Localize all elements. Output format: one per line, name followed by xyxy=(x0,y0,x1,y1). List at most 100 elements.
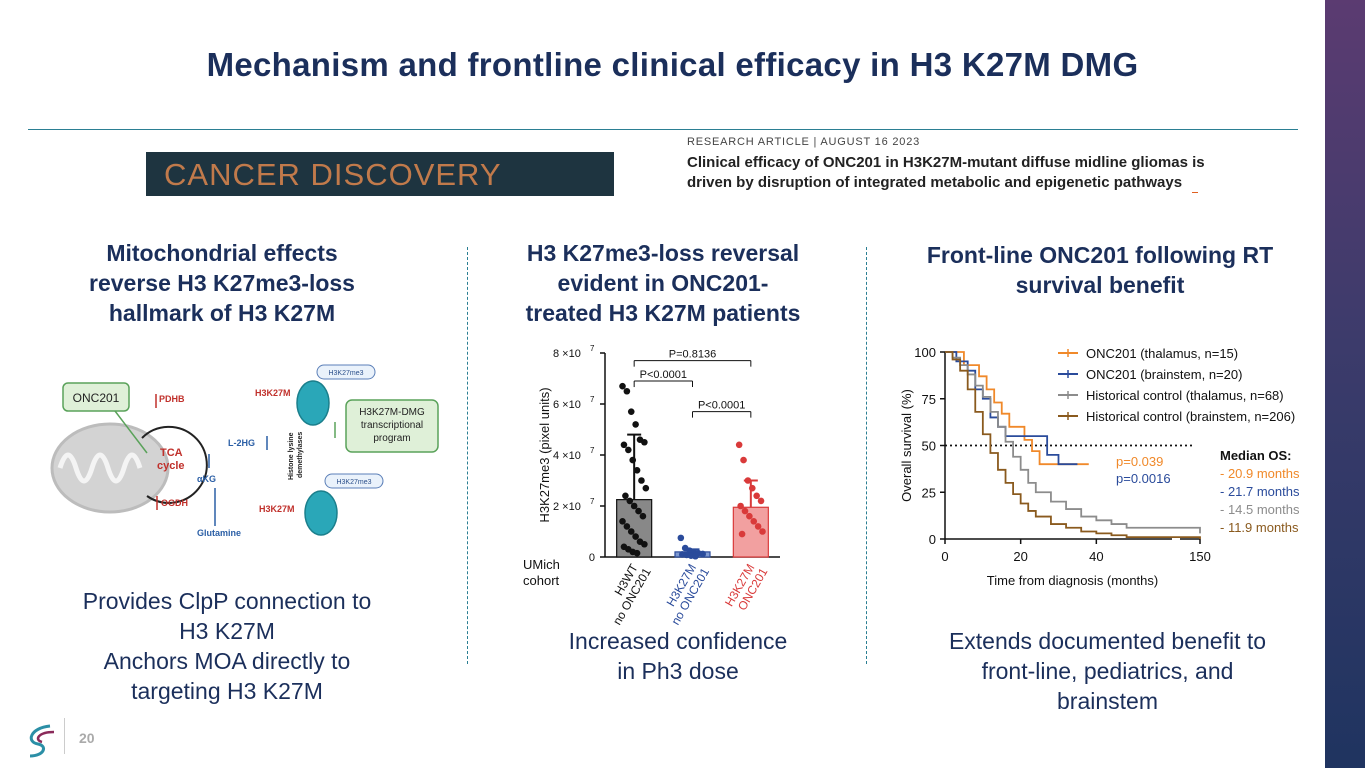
onc201-box xyxy=(62,382,130,412)
survival-curve xyxy=(945,351,1201,539)
y-tick-label: 4 ×10 xyxy=(553,450,581,462)
y-tick-label: 0 xyxy=(589,552,595,564)
onc201-label: ONC201 xyxy=(73,391,120,405)
column-2-heading: H3 K27me3-loss reversal evident in ONC20… xyxy=(478,238,848,328)
nucleosome-top xyxy=(296,380,330,426)
page-number: 20 xyxy=(79,730,95,746)
data-point xyxy=(759,528,766,535)
data-point xyxy=(735,441,743,449)
onc201-arrow xyxy=(114,410,148,454)
tca-label-1: TCA xyxy=(160,447,183,459)
footer-line: targeting H3 K27M xyxy=(131,678,323,704)
mechanism-diagram: ONC201 PDHB TCA cycle OGDH αKG L-2HG Glu… xyxy=(50,364,439,538)
footer-line: Increased confidence xyxy=(568,628,788,654)
tca-cycle-arc xyxy=(141,425,208,504)
data-point xyxy=(641,438,648,446)
heading-line: Mitochondrial effects xyxy=(106,240,338,266)
data-point xyxy=(623,523,631,530)
x-tick-label: 150 xyxy=(1189,549,1211,564)
data-point xyxy=(741,507,749,515)
data-point xyxy=(750,518,758,525)
data-point xyxy=(633,467,641,474)
y-tick-label: 2 ×10 xyxy=(553,501,581,513)
legend-entry: ONC201 (brainstem, n=20) xyxy=(1086,367,1242,382)
l2hg-label: L-2HG xyxy=(228,438,255,448)
y-tick-exponent: 7 xyxy=(590,446,595,455)
h3k27m-top-label: H3K27M xyxy=(255,388,291,398)
data-point xyxy=(620,441,628,449)
program-box xyxy=(345,399,439,453)
data-point xyxy=(746,512,753,520)
data-point xyxy=(754,523,762,530)
mark-top-pill xyxy=(316,364,376,380)
data-point xyxy=(699,550,707,558)
footer-line: Provides ClpP connection to xyxy=(82,588,372,614)
heading-line: hallmark of H3 K27M xyxy=(108,300,336,326)
x-tick-label: 0 xyxy=(941,549,948,564)
data-point xyxy=(641,540,648,548)
article-mark xyxy=(1192,192,1199,193)
data-point xyxy=(623,387,631,395)
data-point xyxy=(642,484,650,492)
survival-curve xyxy=(945,351,1078,466)
demethylases-label-2: demethylases xyxy=(297,432,304,478)
median-os-item: - 21.7 months xyxy=(1220,484,1300,499)
survival-curve xyxy=(945,351,1201,534)
footer-line: in Ph3 dose xyxy=(617,658,739,684)
comparison-label: P<0.0001 xyxy=(698,400,745,412)
data-point xyxy=(627,528,635,535)
column-divider-2 xyxy=(866,247,867,664)
heading-line: H3 K27me3-loss reversal xyxy=(526,240,800,266)
data-point xyxy=(740,456,747,464)
article-title: Clinical efficacy of ONC201 in H3K27M-mu… xyxy=(687,153,1247,193)
legend-entry: ONC201 (thalamus, n=15) xyxy=(1086,346,1238,361)
y-axis-label: H3K27me3 (pixel units) xyxy=(537,387,552,522)
data-point xyxy=(619,518,626,525)
y-tick-exponent: 7 xyxy=(590,395,595,404)
ogdh-label: OGDH xyxy=(161,498,188,508)
article-title-text: Clinical efficacy of ONC201 in H3K27M-mu… xyxy=(687,154,1205,191)
median-os-item: - 11.9 months xyxy=(1220,520,1299,535)
title-divider xyxy=(28,129,1298,130)
column-3-heading: Front-line ONC201 following RT survival … xyxy=(880,240,1320,300)
data-point xyxy=(626,497,634,505)
y-tick-label: 25 xyxy=(922,485,936,500)
bar-chart: 0 2 ×10 7 4 ×10 7 6 ×10 7 8 ×10 7 H3K27me3 (pixel… xyxy=(523,344,780,627)
group-label: UMich xyxy=(523,557,560,572)
program-label-3: program xyxy=(373,433,410,444)
company-logo xyxy=(29,724,55,758)
y-tick-label: 100 xyxy=(914,345,936,360)
column-3-footer: Extends documented benefit to front-line… xyxy=(890,626,1325,716)
x-tick-label: 40 xyxy=(1089,549,1103,564)
comparison-label: P<0.0001 xyxy=(640,369,687,381)
median-os-item: - 14.5 months xyxy=(1220,502,1300,517)
x-axis-label: Time from diagnosis (months) xyxy=(987,573,1158,588)
y-tick-exponent: 7 xyxy=(590,497,595,506)
footer-line: H3 K27M xyxy=(179,618,275,644)
group-label: cohort xyxy=(523,573,560,588)
heading-line: survival benefit xyxy=(1015,272,1185,298)
program-label-2: transcriptional xyxy=(361,420,423,431)
column-1-heading: Mitochondrial effects reverse H3 K27me3-… xyxy=(30,238,414,328)
data-point xyxy=(753,492,760,500)
side-decorative-band xyxy=(1325,0,1365,768)
column-1-footer: Provides ClpP connection to H3 K27M Anch… xyxy=(30,586,424,706)
heading-line: Front-line ONC201 following RT xyxy=(926,242,1274,268)
tca-label-2: cycle xyxy=(157,460,185,472)
mark-bottom-label: H3K27me3 xyxy=(336,479,371,486)
y-tick-label: 8 ×10 xyxy=(553,348,581,360)
akg-label: αKG xyxy=(197,474,216,484)
program-label-1: H3K27M-DMG xyxy=(359,407,425,418)
data-point xyxy=(677,534,685,542)
legend-entry: Historical control (thalamus, n=68) xyxy=(1086,388,1284,403)
data-point xyxy=(638,477,645,484)
footer-line: brainstem xyxy=(1057,688,1158,714)
median-os-item: - 20.9 months xyxy=(1220,466,1300,481)
heading-line: evident in ONC201- xyxy=(557,270,769,296)
heading-line: treated H3 K27M patients xyxy=(525,300,801,326)
y-tick-label: 0 xyxy=(929,532,936,547)
logo-swoosh-2 xyxy=(36,730,55,744)
pdhb-label: PDHB xyxy=(159,394,185,404)
data-point xyxy=(738,530,746,538)
y-tick-label: 50 xyxy=(922,439,936,454)
